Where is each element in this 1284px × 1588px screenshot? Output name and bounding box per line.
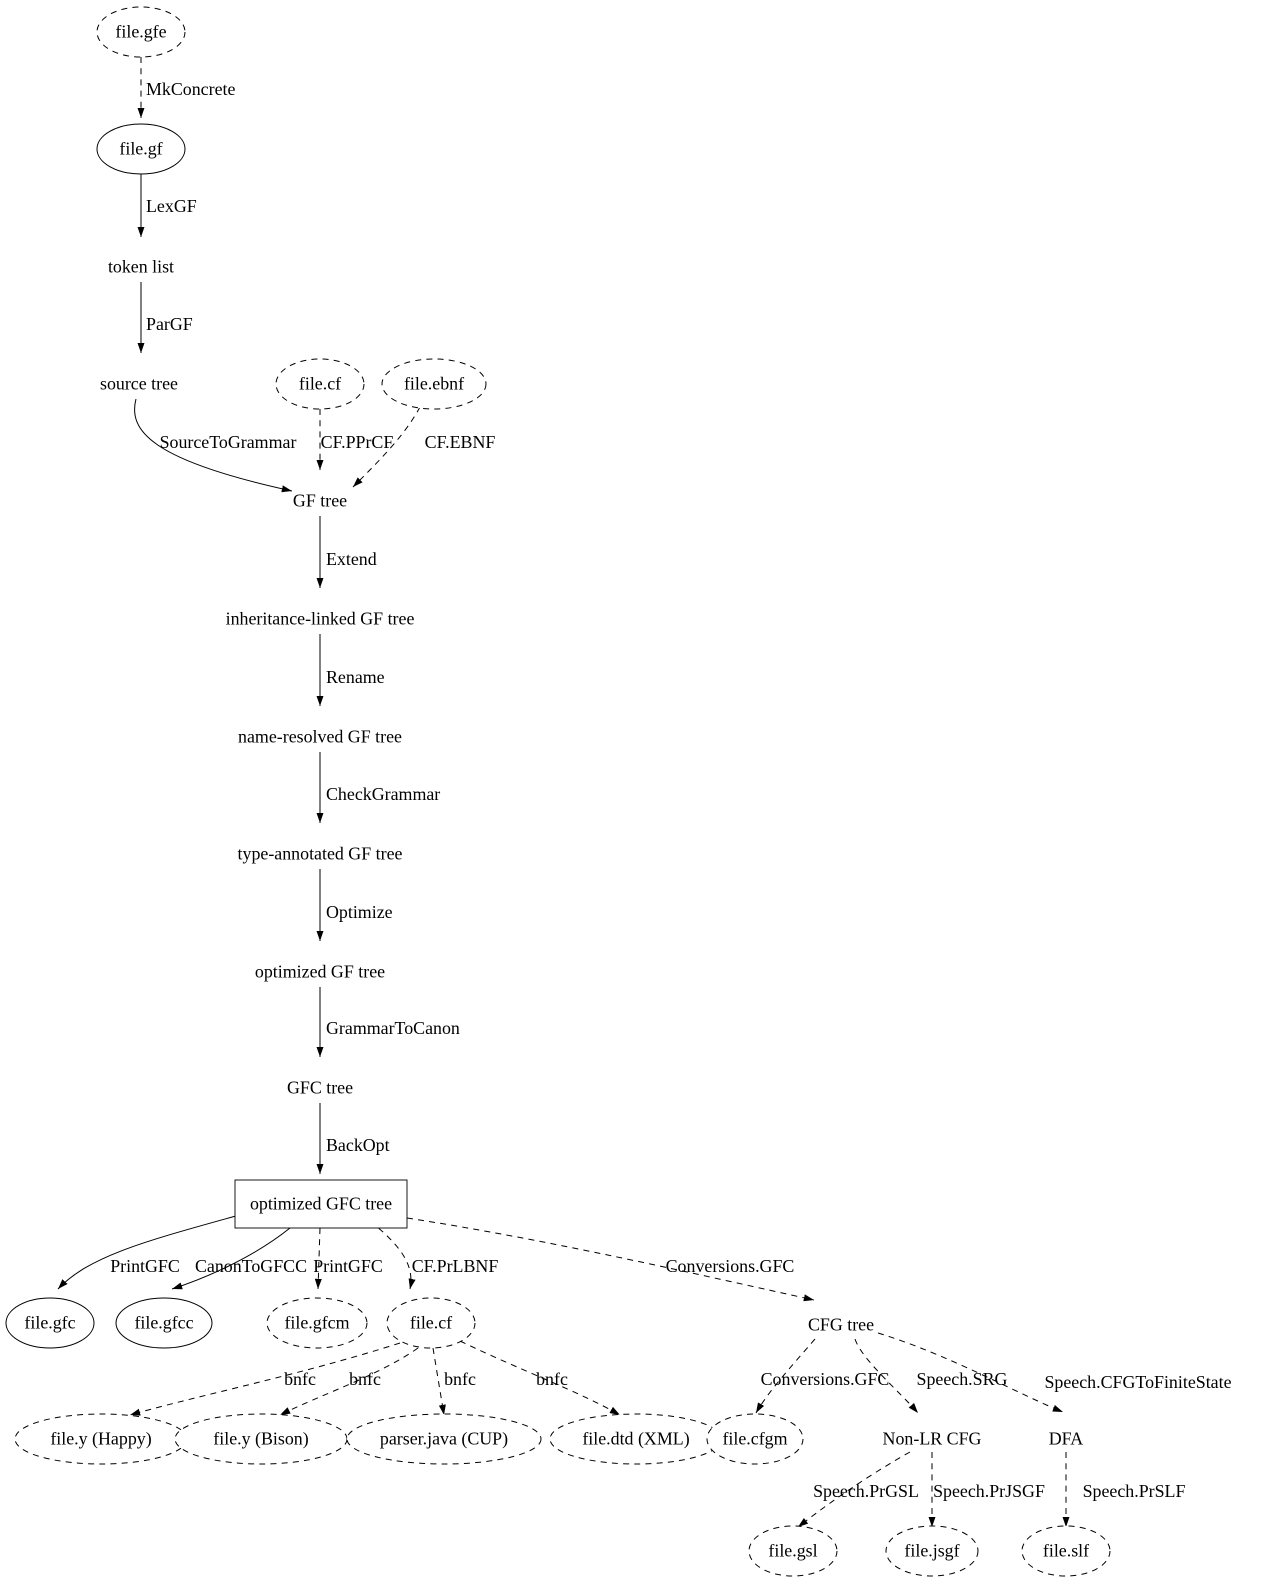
svg-text:CheckGrammar: CheckGrammar [326,784,440,804]
svg-text:file.y (Happy): file.y (Happy) [50,1429,151,1450]
svg-text:PrintGFC: PrintGFC [110,1256,180,1276]
svg-text:GF tree: GF tree [293,491,347,511]
svg-text:file.y (Bison): file.y (Bison) [213,1429,308,1450]
svg-text:file.gfcc: file.gfcc [134,1313,193,1333]
svg-text:GrammarToCanon: GrammarToCanon [326,1018,460,1038]
svg-text:file.slf: file.slf [1043,1541,1089,1561]
svg-text:CanonToGFCC: CanonToGFCC [195,1256,307,1276]
svg-text:Optimize: Optimize [326,902,393,922]
svg-text:parser.java (CUP): parser.java (CUP) [380,1429,508,1450]
svg-text:Non-LR CFG: Non-LR CFG [883,1429,982,1449]
svg-text:CF.PrLBNF: CF.PrLBNF [412,1256,499,1276]
svg-text:Extend: Extend [326,549,377,569]
svg-text:bnfc: bnfc [536,1369,568,1389]
svg-text:file.dtd (XML): file.dtd (XML) [582,1429,689,1450]
svg-text:LexGF: LexGF [146,196,197,216]
svg-text:Speech.PrSLF: Speech.PrSLF [1083,1481,1186,1501]
svg-text:CF.PPrCF: CF.PPrCF [321,432,394,452]
svg-text:file.gfcm: file.gfcm [284,1313,349,1333]
svg-text:type-annotated GF tree: type-annotated GF tree [238,844,403,864]
svg-text:file.gsl: file.gsl [768,1541,817,1561]
svg-text:file.cf: file.cf [299,374,341,394]
svg-text:source tree: source tree [100,374,178,394]
svg-text:SourceToGrammar: SourceToGrammar [160,432,297,452]
svg-text:Speech.SRG: Speech.SRG [917,1369,1008,1389]
svg-text:bnfc: bnfc [444,1369,476,1389]
svg-text:Rename: Rename [326,667,385,687]
svg-text:ParGF: ParGF [146,314,193,334]
svg-text:file.gfc: file.gfc [24,1313,75,1333]
svg-text:token list: token list [108,257,174,277]
svg-text:BackOpt: BackOpt [326,1135,390,1155]
svg-text:Speech.CFGToFiniteState: Speech.CFGToFiniteState [1044,1372,1231,1392]
svg-text:MkConcrete: MkConcrete [146,79,235,99]
svg-text:Speech.PrJSGF: Speech.PrJSGF [933,1481,1045,1501]
svg-text:file.ebnf: file.ebnf [404,374,464,394]
svg-text:DFA: DFA [1049,1429,1084,1449]
svg-text:file.jsgf: file.jsgf [904,1541,959,1561]
svg-text:GFC tree: GFC tree [287,1078,353,1098]
svg-text:bnfc: bnfc [284,1369,316,1389]
svg-text:optimized GF tree: optimized GF tree [255,962,385,982]
svg-text:Conversions.GFC: Conversions.GFC [666,1256,795,1276]
svg-text:CF.EBNF: CF.EBNF [425,432,496,452]
svg-text:file.gfe: file.gfe [115,22,166,42]
svg-text:bnfc: bnfc [349,1369,381,1389]
svg-text:file.cfgm: file.cfgm [722,1429,787,1449]
svg-text:file.gf: file.gf [119,139,162,159]
svg-text:file.cf: file.cf [410,1313,452,1333]
svg-text:name-resolved GF tree: name-resolved GF tree [238,727,402,747]
svg-text:CFG tree: CFG tree [808,1315,874,1335]
svg-text:optimized GFC tree: optimized GFC tree [250,1194,392,1214]
svg-text:Speech.PrGSL: Speech.PrGSL [813,1481,919,1501]
svg-text:PrintGFC: PrintGFC [313,1256,383,1276]
svg-text:inheritance-linked GF tree: inheritance-linked GF tree [226,609,415,629]
svg-text:Conversions.GFC: Conversions.GFC [761,1369,890,1389]
